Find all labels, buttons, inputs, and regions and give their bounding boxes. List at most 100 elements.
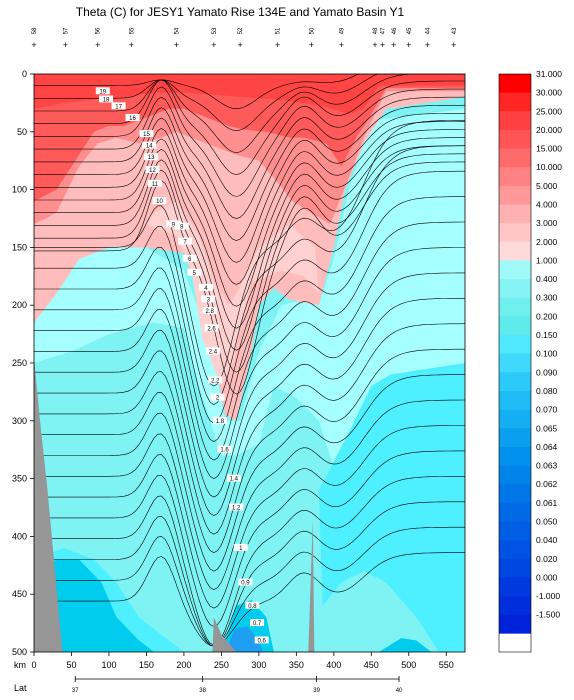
contour-label: 14 <box>142 141 157 150</box>
colorbar-swatch <box>499 167 531 187</box>
contour-label: 2.6 <box>204 324 219 332</box>
station-marker: + <box>95 40 100 50</box>
contour-label: 1.6 <box>217 445 232 454</box>
svg-text:18: 18 <box>103 97 110 103</box>
band-aqua-right <box>318 363 465 652</box>
contour-line-24 <box>34 374 465 572</box>
contour-line-20 <box>34 272 465 498</box>
contour-line-9 <box>34 129 465 307</box>
contour-label: 12 <box>145 165 160 174</box>
chart-title: Theta (C) for JESY1 Yamato Rise 134E and… <box>76 5 405 19</box>
colorbar-swatch <box>499 223 531 243</box>
lat-tick-label: 38 <box>199 688 206 694</box>
contour-line-18 <box>34 221 465 461</box>
contour-label: 18 <box>99 95 114 103</box>
contour-label: 7 <box>178 237 193 246</box>
contour-line-4 <box>34 86 465 197</box>
contour-label: 0.8 <box>245 601 260 610</box>
svg-text:12: 12 <box>149 168 156 174</box>
station-label: 57 <box>63 27 69 34</box>
colorbar-frame <box>498 73 532 653</box>
x-tick-label: 100 <box>101 660 116 670</box>
svg-text:2: 2 <box>216 396 220 402</box>
x-tick-label: 550 <box>439 660 454 670</box>
x-tick-label: 500 <box>401 660 416 670</box>
colorbar-swatch <box>499 614 531 634</box>
contour-line-5 <box>34 96 465 219</box>
contour-line-23 <box>34 348 465 553</box>
contour-line-8 <box>34 121 465 285</box>
colorbar-label: 0.070 <box>536 405 558 415</box>
y-tick-label: 100 <box>12 185 27 195</box>
colorbar-swatch <box>499 540 531 560</box>
contour-label: 1.8 <box>212 416 227 425</box>
contour-line-22 <box>34 323 465 535</box>
colorbar-swatch <box>499 260 531 280</box>
contour-label: 13 <box>144 153 159 161</box>
colorbar-swatch <box>499 335 531 354</box>
colorbar-swatch <box>499 74 531 93</box>
contour-line-3 <box>34 79 465 175</box>
svg-text:0.7: 0.7 <box>253 621 262 627</box>
x-tick-label: 350 <box>289 660 304 670</box>
station-label: 53 <box>212 27 218 34</box>
station-marker: + <box>174 40 179 50</box>
contour-label: 5 <box>187 268 202 277</box>
contour-label: 2 <box>210 393 225 402</box>
contour-line-21 <box>34 298 465 516</box>
station-label: 48 <box>373 27 379 34</box>
band-deep-right <box>378 638 432 652</box>
colorbar-label: 0.050 <box>536 516 558 526</box>
contour-label: 3 <box>201 295 216 303</box>
station-label: 45 <box>407 27 413 34</box>
colorbar-label: -1.000 <box>536 591 560 601</box>
station-marker: + <box>391 40 396 50</box>
contour-line-30 <box>34 526 465 647</box>
contour-line-31 <box>34 552 465 647</box>
contour-line-19 <box>34 247 465 479</box>
svg-text:1.2: 1.2 <box>232 506 241 512</box>
station-marker: + <box>425 40 430 50</box>
svg-text:19: 19 <box>99 89 106 95</box>
colorbar-label: 0.080 <box>536 386 558 396</box>
svg-text:11: 11 <box>152 182 159 188</box>
colorbar-label: 0.020 <box>536 554 558 564</box>
contour-field: 19 18 17 16 15 14 13 12 11 10 9 8 7 6 5 4 3 2.8 2.6 2.4 2.2 2… <box>34 74 465 652</box>
svg-text:15: 15 <box>143 132 150 138</box>
colorbar-swatch <box>499 241 531 261</box>
colorbar-swatch <box>499 297 531 317</box>
colorbar-label: 0.063 <box>536 461 558 471</box>
svg-text:2.6: 2.6 <box>207 326 216 332</box>
station-label: 47 <box>381 27 387 34</box>
y-tick-label: 300 <box>12 416 27 426</box>
svg-text:3: 3 <box>207 297 211 303</box>
topography-left-slope <box>34 357 63 652</box>
contour-line-28 <box>34 476 465 646</box>
station-markers: 58+57+56+55+54+53+52+51+50+49+48+47+46+4… <box>31 27 457 50</box>
colorbar-label: 30.000 <box>536 88 562 98</box>
colorbar-label: 20.000 <box>536 125 562 135</box>
station-marker: + <box>372 40 377 50</box>
colorbar-label: 31.000 <box>536 69 562 79</box>
contour-label: 9 <box>166 220 181 228</box>
x-secondary-label: Lat <box>14 683 27 693</box>
contour-line-7 <box>34 113 465 263</box>
contour-label: 15 <box>139 130 154 138</box>
colorbar-label: 0.090 <box>536 367 558 377</box>
contour-label: 2.8 <box>202 306 217 315</box>
colorbar-label: 1.000 <box>536 255 558 265</box>
y-tick-label: 200 <box>12 300 27 310</box>
topography-bottom-ridge <box>212 617 237 652</box>
contour-line-15 <box>34 145 465 405</box>
contour-label: 2.4 <box>205 347 220 355</box>
contour-line-25 <box>34 399 465 590</box>
colorbar-swatch <box>499 484 531 504</box>
colorbar-swatch <box>499 92 531 112</box>
station-marker: + <box>406 40 411 50</box>
x-tick-label: 250 <box>214 660 229 670</box>
svg-text:16: 16 <box>129 116 136 122</box>
colorbar-label: 0.150 <box>536 330 558 340</box>
svg-text:9: 9 <box>172 222 176 228</box>
colorbar-label: 2.000 <box>536 237 558 247</box>
